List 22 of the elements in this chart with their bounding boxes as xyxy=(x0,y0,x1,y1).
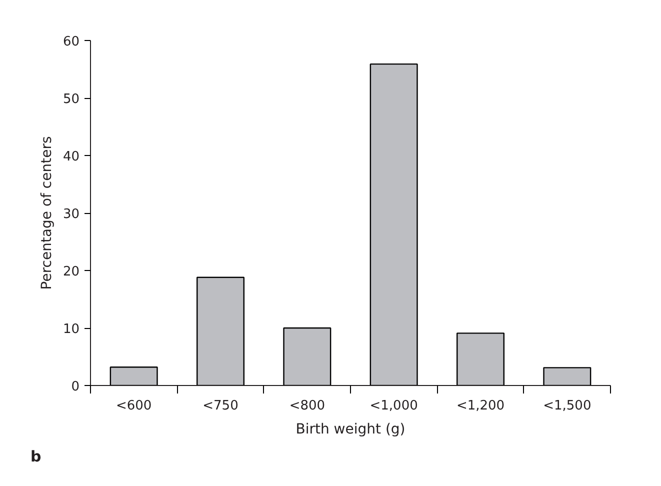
x-axis-title: Birth weight (g) xyxy=(296,422,406,438)
y-tick-label: 10 xyxy=(62,322,80,337)
y-tick-label: 40 xyxy=(62,150,80,164)
x-tick-label: <600 xyxy=(116,398,152,414)
bar xyxy=(110,366,158,386)
bar xyxy=(370,63,418,386)
y-tick-label: 0 xyxy=(71,380,80,394)
bar xyxy=(196,276,244,386)
text: b xyxy=(30,448,42,466)
x-tick-label: <800 xyxy=(289,398,326,414)
y-tick-label: 50 xyxy=(62,92,80,107)
y-tick-label: 60 xyxy=(62,34,80,50)
bar xyxy=(543,367,592,386)
bar xyxy=(283,327,332,386)
bar xyxy=(456,332,504,386)
x-tick-label: <750 xyxy=(202,398,238,414)
x-tick-label: <1,500 xyxy=(543,398,592,414)
x-tick-label: <1,000 xyxy=(370,398,418,414)
x-tick-label: <1,200 xyxy=(456,398,505,414)
y-axis-title: Percentage of centers xyxy=(38,136,55,290)
y-tick-label: 20 xyxy=(62,264,80,280)
y-tick-label: 30 xyxy=(62,207,80,222)
